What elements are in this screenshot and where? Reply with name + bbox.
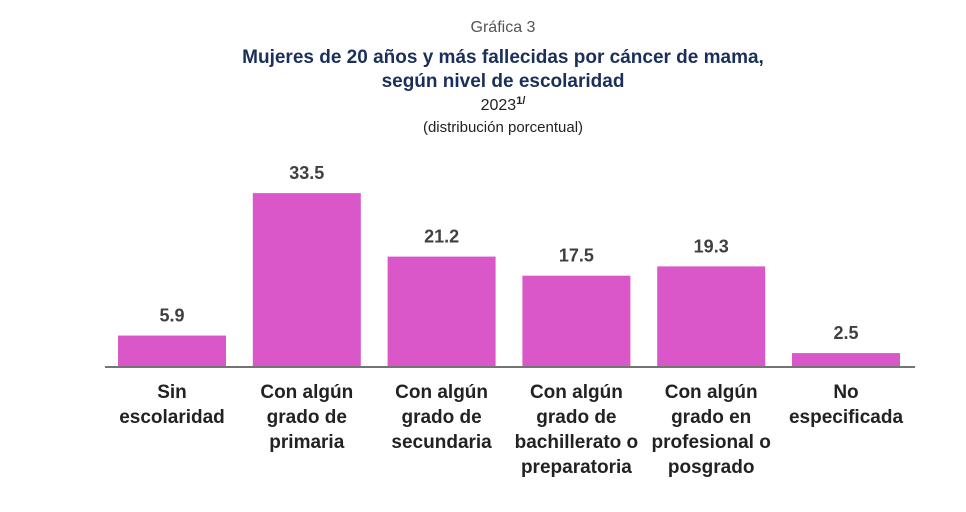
chart-subtitle: (distribución porcentual) — [423, 119, 583, 136]
value-label: 2.5 — [833, 323, 858, 343]
chart-title-line2: según nivel de escolaridad — [382, 71, 625, 92]
bar — [118, 335, 226, 366]
x-tick-label: Con algún grado de secundaria — [391, 382, 492, 453]
bar — [657, 266, 766, 366]
year-note: 1/ — [516, 95, 525, 107]
x-tick-label: Sin escolaridad — [119, 382, 225, 428]
x-tick-label: Con algún grado de bachillerato o prepar… — [514, 382, 639, 478]
value-label: 5.9 — [159, 306, 184, 326]
chart-title: Mujeres de 20 años y más fallecidas por … — [242, 47, 764, 68]
value-label: 19.3 — [694, 236, 729, 256]
bar — [792, 353, 900, 366]
x-tick-label: No especificada — [788, 382, 904, 428]
chart-label: Gráfica 3 — [471, 19, 536, 36]
year: 20231/ — [481, 95, 526, 114]
bar — [522, 275, 631, 366]
bar — [387, 256, 496, 366]
value-label: 21.2 — [424, 227, 459, 247]
x-tick-label: Con algún grado de primaria — [260, 382, 354, 453]
x-tick-label: Con algún grado en profesional o posgrad… — [651, 382, 771, 478]
year-text: 2023 — [481, 97, 517, 114]
value-label: 33.5 — [289, 163, 324, 183]
value-label: 17.5 — [559, 246, 594, 266]
bar — [252, 193, 361, 366]
